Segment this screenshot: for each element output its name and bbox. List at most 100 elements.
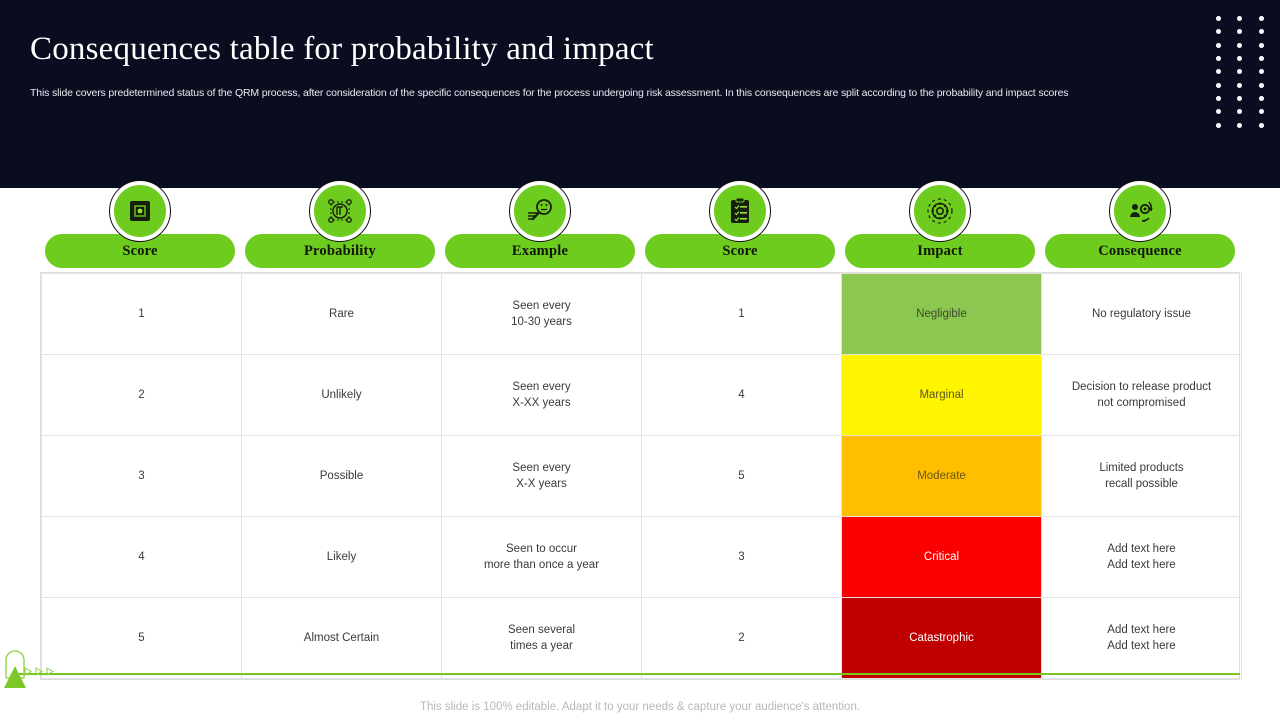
- grid-dot: [1216, 122, 1222, 128]
- grid-dot: [1216, 69, 1222, 75]
- grid-dot: [1216, 29, 1222, 35]
- cell-score: 4: [41, 516, 242, 598]
- cell-impact-score: 2: [641, 597, 842, 679]
- grid-dot: [1258, 96, 1264, 102]
- column-label: Score: [722, 242, 758, 259]
- cell-impact-score: 1: [641, 273, 842, 355]
- cell-impact: Moderate: [841, 435, 1042, 517]
- cell-impact: Negligible: [841, 273, 1042, 355]
- column-label: Score: [122, 242, 158, 259]
- column-header-example-2[interactable]: Example: [445, 180, 635, 272]
- cell-example-line2: X-XX years: [512, 397, 571, 409]
- cell-example: Seen to occur more than once a year: [441, 516, 642, 598]
- grid-dot: [1216, 82, 1222, 88]
- grid-dot: [1216, 109, 1222, 115]
- consequences-table: 1 Rare Seen every 10-30 years 1 Negligible No …: [41, 273, 1242, 679]
- cell-example-line1: Seen every: [512, 300, 571, 312]
- cell-consequence-line2: not compromised: [1097, 397, 1186, 409]
- column-header-probability-1[interactable]: Probability: [245, 180, 435, 272]
- cell-example-line2: more than once a year: [483, 559, 600, 571]
- target-square-icon: [114, 185, 166, 237]
- cell-example-line1: Seen to occur: [506, 543, 577, 555]
- cell-score: 2: [41, 354, 242, 436]
- footer-note: This slide is 100% editable. Adapt it to…: [419, 701, 861, 713]
- cell-probability: Unlikely: [241, 354, 442, 436]
- cell-probability: Rare: [241, 273, 442, 355]
- cell-consequence: Limited products recall possible: [1041, 435, 1242, 517]
- cell-consequence: No regulatory issue: [1041, 273, 1242, 355]
- cell-consequence: Add text here Add text here: [1041, 597, 1242, 679]
- header-band: Consequences table for probability and i…: [0, 0, 1280, 188]
- cell-consequence-line2: Add text here: [1107, 640, 1176, 652]
- column-icon-badge: [309, 180, 371, 242]
- cell-impact-score: 3: [641, 516, 842, 598]
- column-label: Example: [511, 242, 569, 259]
- grid-dot: [1237, 29, 1243, 35]
- cell-consequence-line1: Decision to release product: [1071, 381, 1212, 393]
- column-icon-badge: [909, 180, 971, 242]
- grid-dot: [1237, 69, 1243, 75]
- cell-example: Seen every X-X years: [441, 435, 642, 517]
- table-row: 2 Unlikely Seen every X-XX years 4 Marginal De…: [41, 354, 1242, 436]
- grid-dot: [1237, 96, 1243, 102]
- column-header-impact-4[interactable]: Impact: [845, 180, 1035, 272]
- grid-dot: [1258, 56, 1264, 62]
- column-label: Consequence: [1098, 242, 1182, 259]
- cell-consequence-line1: Add text here: [1107, 543, 1176, 555]
- column-header-consequence-5[interactable]: Consequence: [1045, 180, 1235, 272]
- cell-score: 3: [41, 435, 242, 517]
- probability-node-icon: [314, 185, 366, 237]
- rocket-icon: [2, 648, 32, 694]
- cell-score: 1: [41, 273, 242, 355]
- grid-dot: [1237, 16, 1243, 22]
- table-row: 3 Possible Seen every X-X years 5 Moderate Lim…: [41, 435, 1242, 517]
- grid-dot: [1216, 56, 1222, 62]
- column-header-score-3[interactable]: Score: [645, 180, 835, 272]
- table-row: 5 Almost Certain Seen several times a year 2…: [41, 597, 1242, 679]
- chevron-decoration: [24, 667, 55, 676]
- cell-example-line2: X-X years: [516, 478, 567, 490]
- bottom-rule: [18, 673, 1240, 675]
- grid-dot: [1258, 109, 1264, 115]
- column-icon-badge: [1109, 180, 1171, 242]
- cell-example-line1: Seen several: [507, 624, 576, 636]
- table-row: 1 Rare Seen every 10-30 years 1 Negligible No …: [41, 273, 1242, 355]
- grid-dot: [1237, 42, 1243, 48]
- grid-dot: [1237, 122, 1243, 128]
- grid-dot: [1258, 82, 1264, 88]
- grid-dot: [1258, 122, 1264, 128]
- cell-impact: Marginal: [841, 354, 1042, 436]
- cell-probability: Possible: [241, 435, 442, 517]
- grid-dot: [1216, 96, 1222, 102]
- dot-grid-decoration: [1208, 12, 1272, 132]
- cell-consequence-line1: Limited products: [1099, 462, 1184, 474]
- cell-consequence: Add text here Add text here: [1041, 516, 1242, 598]
- gear-badge-icon: [914, 185, 966, 237]
- grid-dot: [1237, 82, 1243, 88]
- cell-consequence-line1: Add text here: [1107, 624, 1176, 636]
- grid-dot: [1258, 42, 1264, 48]
- grid-dot: [1258, 69, 1264, 75]
- cell-consequence-line2: recall possible: [1105, 478, 1178, 490]
- grid-dot: [1216, 16, 1222, 22]
- grid-dot: [1216, 42, 1222, 48]
- cell-probability: Likely: [241, 516, 442, 598]
- column-icon-badge: [109, 180, 171, 242]
- cell-impact: Critical: [841, 516, 1042, 598]
- cell-probability: Almost Certain: [241, 597, 442, 679]
- cell-impact-score: 4: [641, 354, 842, 436]
- column-label: Impact: [917, 242, 963, 259]
- cell-example-line2: times a year: [510, 640, 573, 652]
- page-title: Consequences table for probability and i…: [30, 31, 654, 67]
- cell-consequence: Decision to release product not compromis…: [1041, 354, 1242, 436]
- column-header-score-0[interactable]: Score: [45, 180, 235, 272]
- grid-dot: [1258, 29, 1264, 35]
- column-header-group: Score Probability Example Score Impact Conseq…: [40, 180, 1240, 272]
- cell-impact-score: 5: [641, 435, 842, 517]
- grid-dot: [1237, 56, 1243, 62]
- cell-example-line1: Seen every: [512, 462, 571, 474]
- column-icon-badge: [509, 180, 571, 242]
- cell-example: Seen several times a year: [441, 597, 642, 679]
- cell-impact: Catastrophic: [841, 597, 1042, 679]
- cell-example-line1: Seen every: [512, 381, 571, 393]
